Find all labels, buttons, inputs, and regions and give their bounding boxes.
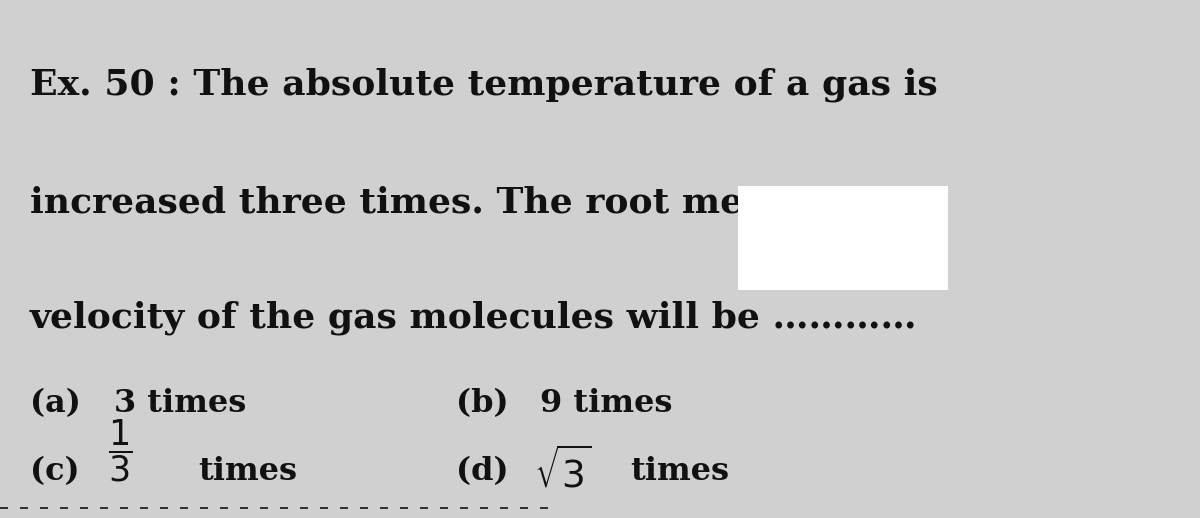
Text: times: times bbox=[198, 456, 298, 487]
Text: 3 times: 3 times bbox=[114, 388, 246, 420]
Text: times: times bbox=[630, 456, 730, 487]
Text: increased three times. The root mean square: increased three times. The root mean squ… bbox=[30, 186, 943, 221]
Text: $\dfrac{1}{3}$: $\dfrac{1}{3}$ bbox=[108, 417, 132, 484]
Text: (b): (b) bbox=[456, 388, 509, 420]
Text: Ex. 50 : The absolute temperature of a gas is: Ex. 50 : The absolute temperature of a g… bbox=[30, 67, 937, 102]
Bar bbox=[738, 186, 948, 290]
Text: 9 times: 9 times bbox=[540, 388, 672, 420]
Text: $\sqrt{3}$: $\sqrt{3}$ bbox=[534, 448, 592, 495]
Text: velocity of the gas molecules will be …………: velocity of the gas molecules will be ……… bbox=[30, 300, 918, 335]
Text: (c): (c) bbox=[30, 456, 79, 487]
Text: (a): (a) bbox=[30, 388, 80, 420]
Text: (d): (d) bbox=[456, 456, 509, 487]
